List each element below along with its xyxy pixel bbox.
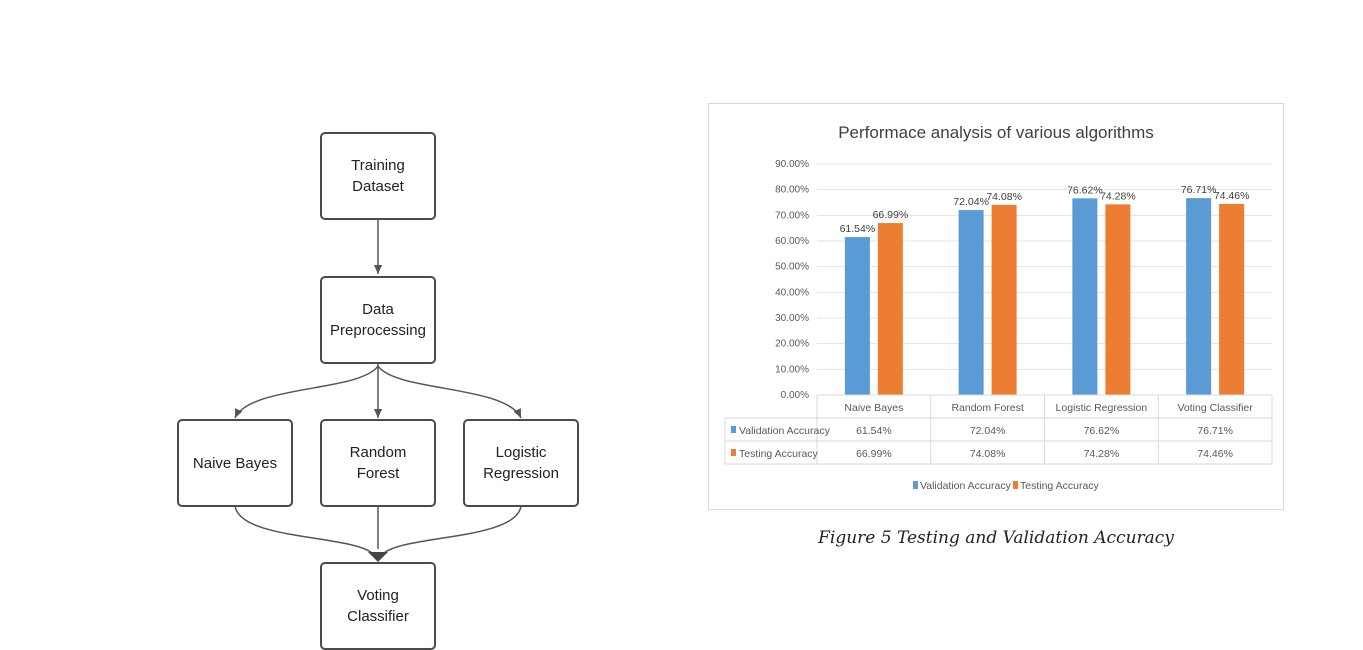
accuracy-chart-svg: Performace analysis of various algorithm… [724,123,1273,492]
accuracy-chart: Performace analysis of various algorithm… [708,103,1284,510]
flowchart-connectors [234,219,522,562]
data-preprocessing-node: Data Preprocessing [320,276,436,364]
data-label: 61.54% [840,223,876,235]
data-label: 74.08% [986,191,1022,203]
legend-label: Validation Accuracy [920,480,1012,492]
table-cell: 74.46% [1197,448,1233,460]
table-series-name: Testing Accuracy [739,448,819,460]
y-tick-label: 40.00% [775,287,809,298]
bar-testing [1219,203,1245,395]
table-cell: 76.62% [1084,425,1120,437]
voting-classifier-node: Voting Classifier [320,562,436,650]
y-tick-label: 90.00% [775,159,809,170]
y-tick-label: 10.00% [775,364,809,375]
legend-key [1013,481,1018,489]
figure-caption: Figure 5 Testing and Validation Accuracy [818,528,1174,548]
data-label: 74.28% [1100,190,1136,202]
table-cell: 66.99% [856,448,892,460]
y-tick-label: 70.00% [775,210,809,221]
data-label: 76.62% [1067,184,1103,196]
training-dataset-node: Training Dataset [320,132,436,220]
bar-testing [991,204,1017,395]
category-label: Naive Bayes [844,402,903,414]
data-label: 66.99% [873,209,909,221]
bar-validation [1186,198,1212,395]
arrow-preprocessing-to-logistic [377,365,522,419]
category-label: Logistic Regression [1056,402,1148,414]
arrow-logistic-to-voting [383,505,522,554]
chart-title: Performace analysis of various algorithm… [838,123,1154,142]
table-cell: 74.08% [970,448,1006,460]
y-tick-label: 20.00% [775,339,809,350]
legend-key [913,481,918,489]
bar-validation [958,210,984,395]
y-tick-label: 80.00% [775,185,809,196]
arrow-naive-bayes-to-voting [234,505,373,554]
bar-testing [1105,204,1131,395]
merge-arrowhead [368,552,388,562]
bar-validation [1072,198,1098,395]
table-cell: 72.04% [970,425,1006,437]
data-label: 76.71% [1181,184,1217,196]
logistic-regression-node: Logistic Regression [463,419,579,507]
bar-testing [877,223,903,395]
data-label: 74.46% [1214,190,1250,202]
y-tick-label: 60.00% [775,236,809,247]
naive-bayes-node: Naive Bayes [177,419,293,507]
bar-validation [844,237,870,395]
category-label: Voting Classifier [1177,402,1253,414]
category-label: Random Forest [951,402,1023,414]
y-tick-label: 0.00% [781,390,809,401]
random-forest-node: Random Forest [320,419,436,507]
data-label: 72.04% [953,196,989,208]
legend-label: Testing Accuracy [1020,480,1100,492]
table-cell: 61.54% [856,425,892,437]
table-cell: 76.71% [1197,425,1233,437]
table-legend-key [731,426,736,433]
y-tick-label: 30.00% [775,313,809,324]
y-tick-label: 50.00% [775,262,809,273]
table-series-name: Validation Accuracy [739,425,831,437]
table-cell: 74.28% [1084,448,1120,460]
arrow-preprocessing-to-naive-bayes [234,365,379,419]
table-legend-key [731,449,736,456]
